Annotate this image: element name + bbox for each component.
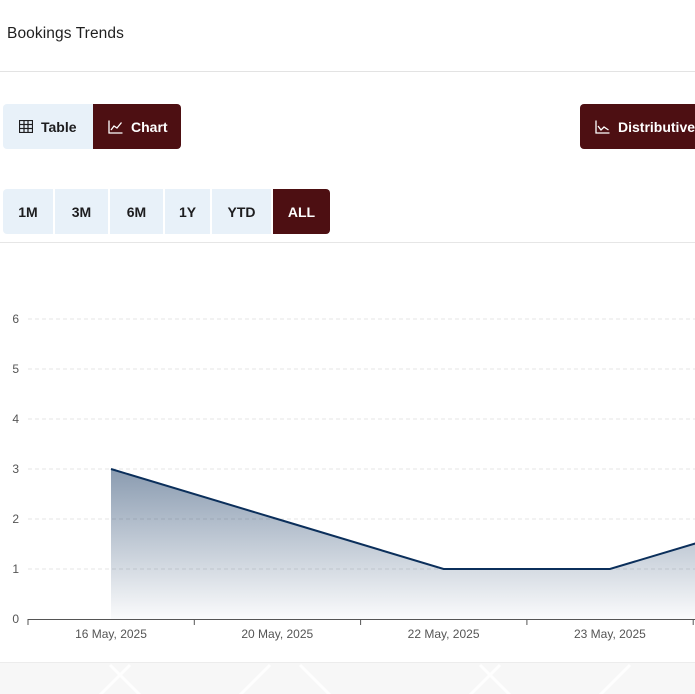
- y-tick-label: 4: [12, 412, 19, 426]
- x-tick-label: 16 May, 2025: [75, 627, 147, 641]
- range-ytd-button[interactable]: YTD: [212, 189, 271, 234]
- range-1m-button[interactable]: 1M: [3, 189, 53, 234]
- bookings-chart: 0 1 2 3 4 5 6 16 May, 2025 20 May, 2025 22 May, 2…: [0, 243, 695, 662]
- chart-view-label: Chart: [131, 118, 168, 135]
- x-tick-label: 22 May, 2025: [408, 627, 480, 641]
- x-tick-label: 20 May, 2025: [241, 627, 313, 641]
- range-1y-button[interactable]: 1Y: [165, 189, 210, 234]
- time-range-selector: 1M 3M 6M 1Y YTD ALL: [3, 189, 330, 234]
- footer-area: [0, 662, 695, 694]
- chart-svg: 0 1 2 3 4 5 6 16 May, 2025 20 May, 2025 22 May, 2…: [12, 312, 695, 641]
- y-tick-label: 6: [12, 312, 19, 326]
- distributive-button[interactable]: Distributive: [580, 104, 695, 149]
- y-tick-label: 1: [12, 562, 19, 576]
- range-6m-button[interactable]: 6M: [110, 189, 163, 234]
- footer-decoration: [98, 663, 632, 694]
- range-3m-button[interactable]: 3M: [55, 189, 108, 234]
- range-all-button[interactable]: ALL: [273, 189, 330, 234]
- area-fill: [111, 469, 695, 619]
- table-view-button[interactable]: Table: [3, 104, 93, 149]
- x-tick-label: 23 May, 2025: [574, 627, 646, 641]
- y-tick-label: 3: [12, 462, 19, 476]
- y-tick-label: 5: [12, 362, 19, 376]
- table-view-label: Table: [41, 118, 77, 135]
- chart-view-button[interactable]: Chart: [93, 104, 181, 149]
- area-chart-icon: [595, 120, 610, 134]
- distributive-label: Distributive: [618, 118, 695, 135]
- section-divider: [0, 242, 695, 243]
- line-chart-icon: [108, 120, 123, 134]
- table-icon: [19, 120, 33, 133]
- y-tick-label: 2: [12, 512, 19, 526]
- page-title: Bookings Trends: [7, 25, 124, 42]
- y-tick-label: 0: [12, 612, 19, 626]
- header: Bookings Trends: [0, 0, 695, 72]
